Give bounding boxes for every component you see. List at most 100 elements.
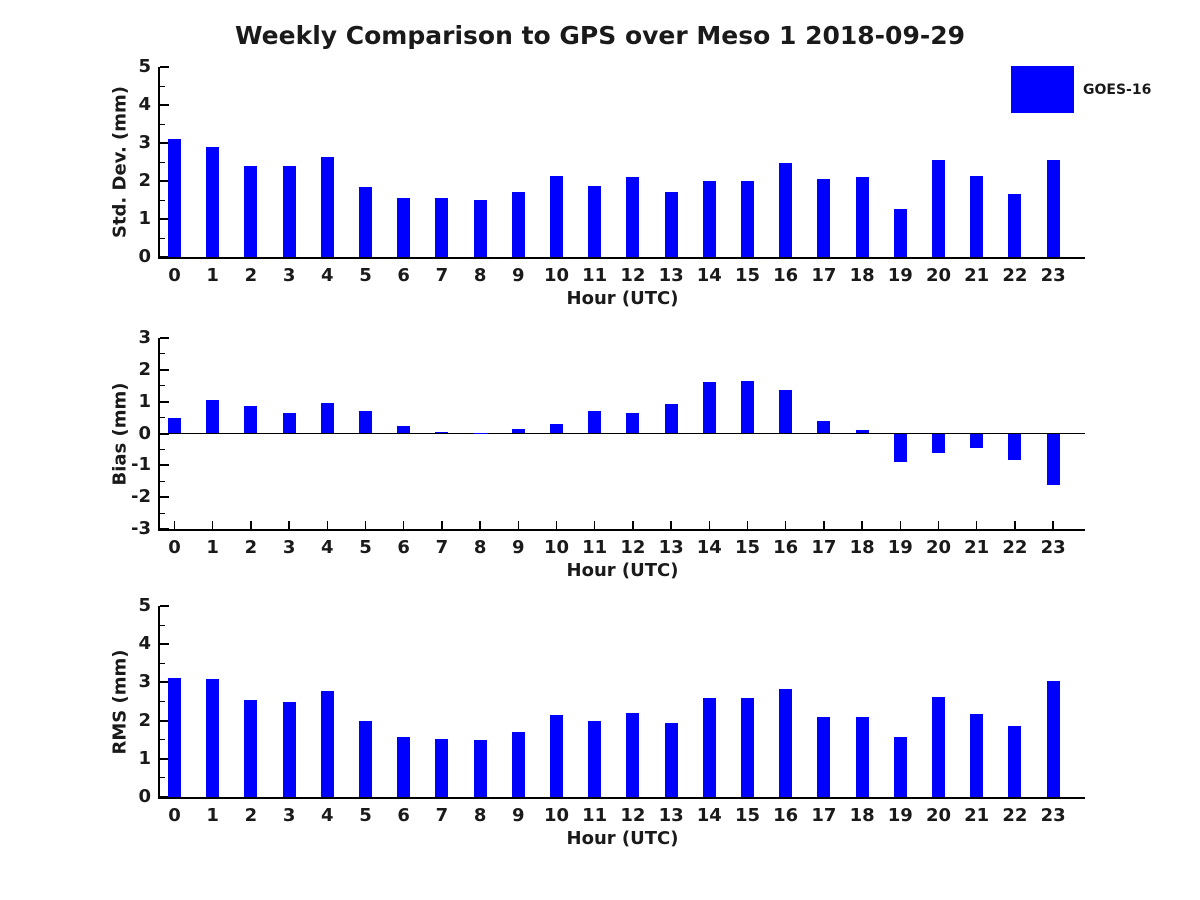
x-tick-label: 18 — [849, 805, 875, 826]
y-minor-tick — [160, 385, 165, 387]
bar-bias-h23 — [1046, 433, 1060, 486]
x-tick — [823, 521, 825, 529]
y-tick-label: 1 — [138, 747, 151, 769]
bar-bias-h18 — [855, 429, 869, 434]
x-tick-label: 7 — [435, 537, 449, 558]
x-tick-label: 12 — [620, 537, 646, 558]
bar-bias-h6 — [397, 426, 411, 434]
x-tick-label: 14 — [696, 805, 722, 826]
x-tick-label: 12 — [620, 265, 646, 286]
bar-bias-h10 — [550, 423, 563, 434]
x-tick-label: 8 — [473, 537, 487, 558]
x-tick-label: 2 — [244, 537, 258, 558]
x-tick-label: 17 — [811, 265, 837, 286]
y-minor-tick — [160, 85, 165, 87]
bar-bias-h1 — [206, 400, 220, 434]
x-tick — [899, 521, 902, 529]
x-tick-label: 3 — [282, 265, 296, 286]
x-tick-label: 4 — [321, 265, 334, 286]
bar-bias-h5 — [359, 411, 372, 434]
y-minor-tick — [160, 123, 165, 125]
y-tick — [160, 218, 169, 220]
x-tick-label: 8 — [473, 265, 487, 286]
bar-std-dev-h22 — [1008, 194, 1022, 257]
x-tick-label: 20 — [925, 537, 952, 558]
bar-std-dev-h15 — [741, 181, 754, 257]
bar-rms-h14 — [702, 698, 716, 797]
x-tick — [861, 521, 863, 529]
y-tick-label: 0 — [138, 786, 151, 807]
bar-bias-h11 — [588, 410, 602, 434]
bar-bias-h19 — [893, 433, 907, 462]
bar-rms-h7 — [435, 738, 449, 797]
y-tick — [160, 368, 169, 371]
y-tick — [160, 256, 169, 258]
bar-std-dev-h13 — [664, 191, 678, 257]
x-tick-label: 20 — [925, 265, 952, 286]
x-tick — [746, 521, 749, 529]
x-axis-label-rms: Hour (UTC) — [566, 828, 679, 849]
bar-std-dev-h4 — [320, 157, 334, 257]
bar-std-dev-h2 — [244, 165, 258, 257]
bar-std-dev-h8 — [473, 200, 487, 257]
bar-std-dev-h10 — [550, 176, 563, 257]
x-tick-label: 15 — [734, 265, 761, 286]
y-tick-label: 3 — [138, 132, 151, 153]
x-tick-label: 3 — [282, 537, 296, 558]
x-tick-label: 13 — [658, 265, 684, 286]
y-minor-tick — [160, 161, 165, 163]
y-axis-label-rms: RMS (mm) — [109, 649, 131, 754]
bar-std-dev-h20 — [932, 160, 945, 257]
y-tick-label: -2 — [131, 486, 151, 508]
bar-std-dev-h0 — [168, 139, 181, 257]
y-tick-label: 4 — [138, 94, 151, 115]
x-tick-label: 5 — [359, 265, 372, 286]
x-tick-label: 5 — [359, 537, 372, 558]
bar-rms-h13 — [664, 722, 678, 797]
bar-std-dev-h11 — [588, 185, 602, 257]
bar-bias-h9 — [511, 429, 525, 434]
y-tick — [160, 496, 169, 499]
x-tick-label: 6 — [397, 265, 410, 286]
y-minor-tick — [160, 199, 165, 201]
x-tick-label: 1 — [206, 265, 219, 286]
y-tick — [160, 337, 169, 339]
x-tick-label: 10 — [543, 265, 570, 286]
y-minor-tick — [160, 624, 165, 626]
bar-rms-h2 — [244, 700, 258, 797]
x-tick — [441, 521, 443, 529]
x-tick-label: 11 — [582, 537, 608, 558]
x-tick — [1052, 521, 1054, 529]
x-tick — [975, 521, 978, 529]
bar-std-dev-h21 — [970, 176, 984, 257]
x-tick-label: 16 — [773, 805, 799, 826]
x-tick-label: 13 — [658, 537, 684, 558]
x-tick-label: 19 — [887, 265, 913, 286]
x-tick — [402, 521, 405, 529]
y-axis-spine — [158, 338, 160, 531]
bar-rms-h20 — [932, 696, 945, 797]
bar-bias-h2 — [244, 406, 258, 434]
bar-bias-h7 — [435, 431, 449, 434]
bar-rms-h23 — [1046, 681, 1060, 797]
x-tick-label: 5 — [359, 805, 372, 826]
x-tick — [555, 521, 558, 529]
y-tick-label: 1 — [138, 390, 151, 412]
x-axis-label-std-dev: Hour (UTC) — [566, 288, 679, 309]
bar-std-dev-h1 — [206, 146, 220, 257]
x-axis-spine — [158, 257, 1085, 259]
bar-rms-h18 — [855, 716, 869, 797]
legend-label-goes16: GOES-16 — [1083, 81, 1152, 98]
x-tick — [593, 521, 596, 529]
x-tick-label: 22 — [1002, 265, 1028, 286]
bar-rms-h4 — [320, 690, 334, 797]
bar-std-dev-h6 — [397, 198, 411, 257]
bar-std-dev-h5 — [359, 186, 372, 257]
x-tick-label: 19 — [887, 537, 913, 558]
bar-bias-h4 — [320, 402, 334, 434]
bar-rms-h11 — [588, 720, 602, 797]
legend-swatch-goes16 — [1011, 66, 1074, 113]
bar-rms-h8 — [473, 739, 487, 797]
x-tick-label: 14 — [696, 537, 722, 558]
